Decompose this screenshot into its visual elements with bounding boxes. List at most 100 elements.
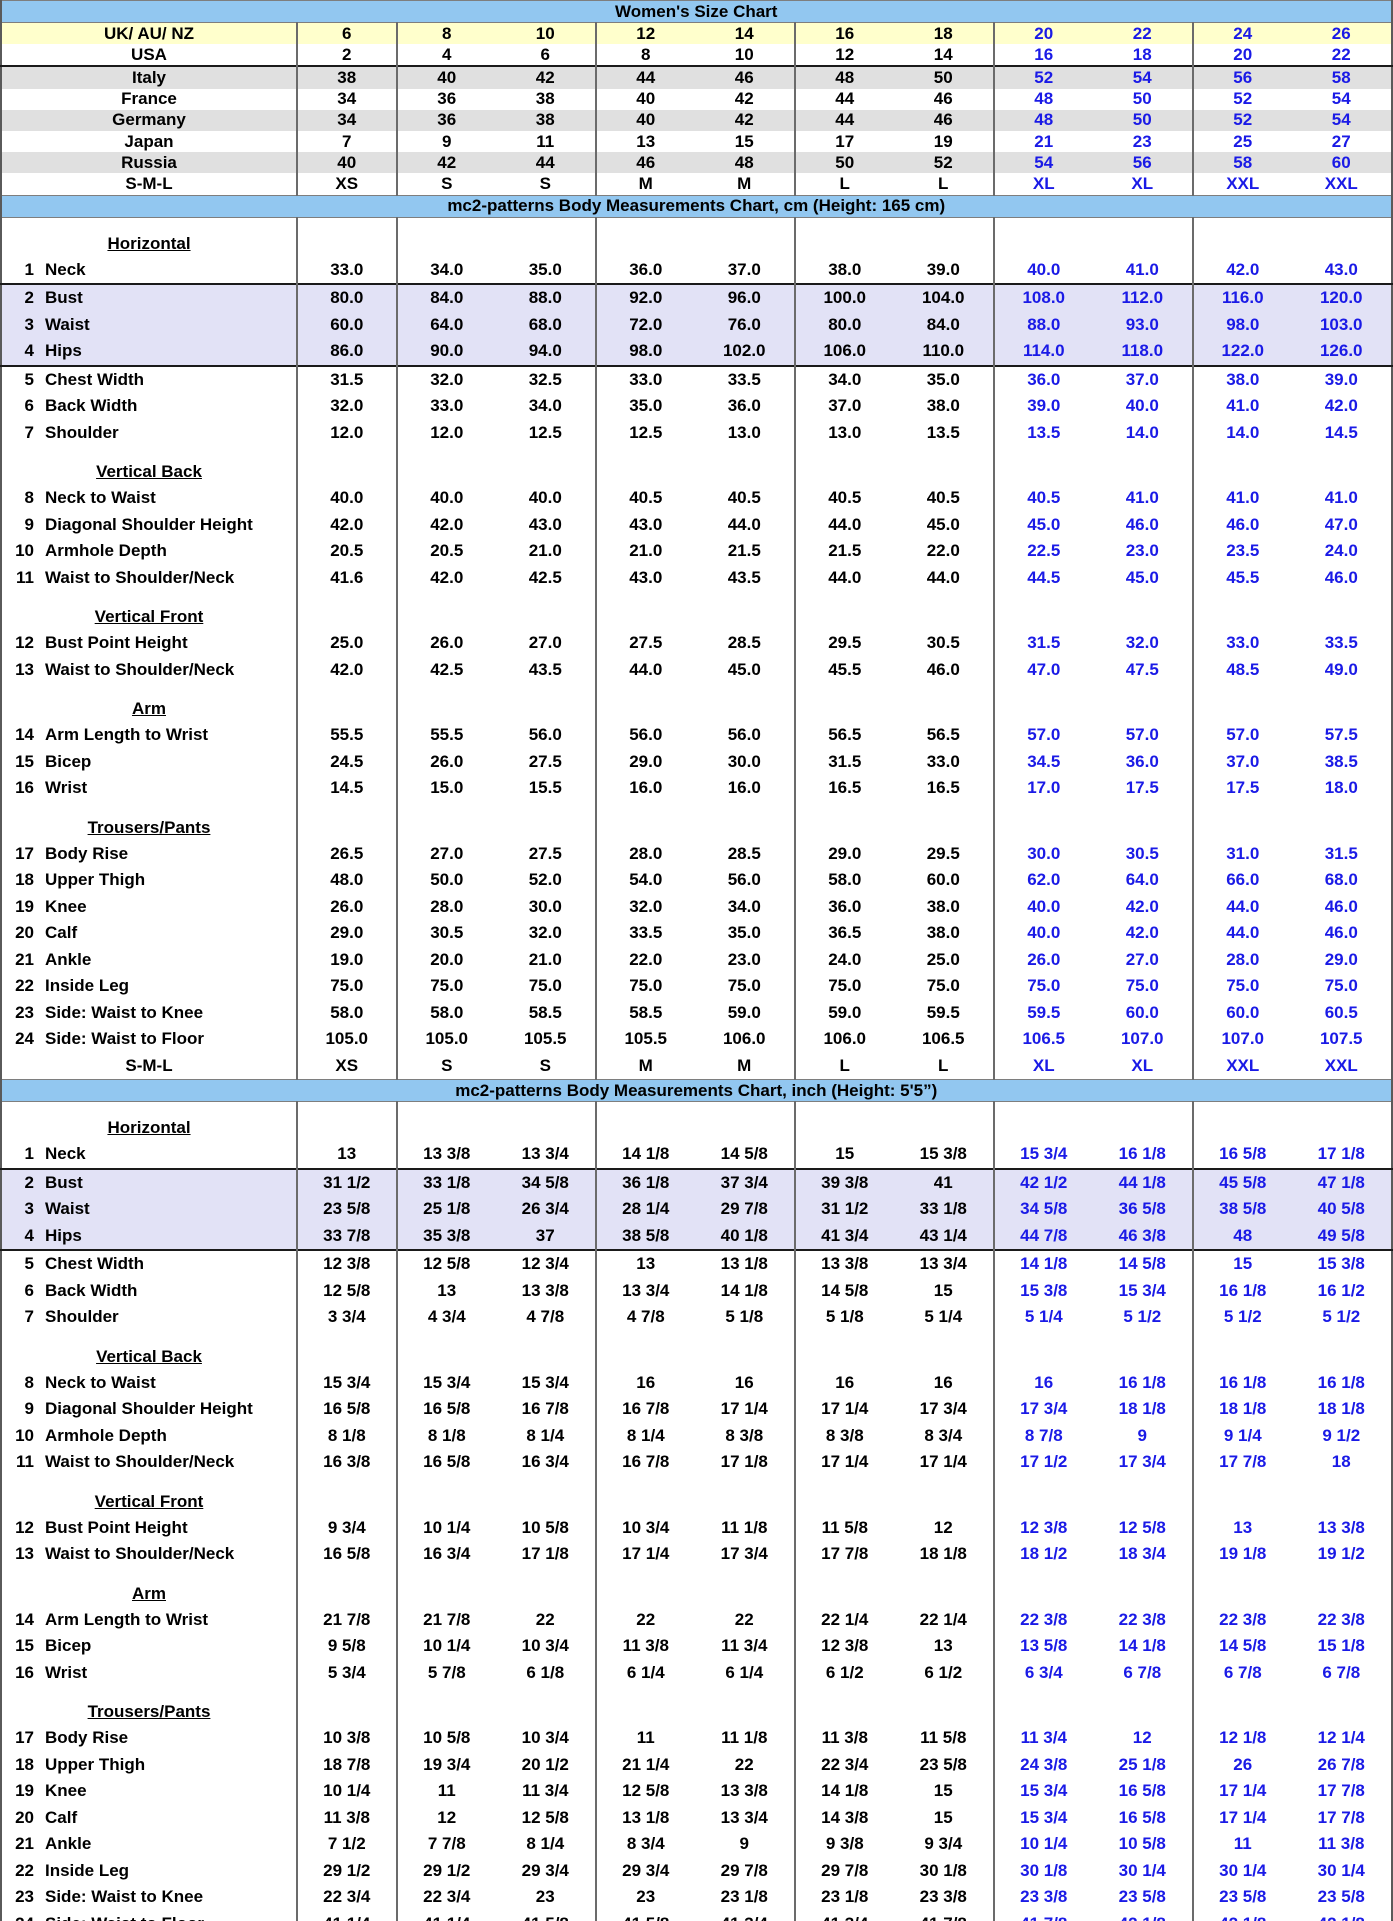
cell: 6 1/4 (594, 1659, 695, 1686)
cell: 42.0 (395, 511, 496, 538)
cell: 16 5/8 (395, 1449, 496, 1476)
row-label-text: Body Rise (45, 1728, 129, 1748)
table-row: 7 Shoulder 12.0 12.0 12.5 12.5 13.0 13.0 13.5 13.… (1, 419, 1392, 446)
cell: 19 1/2 (1317, 1544, 1365, 1564)
cell (395, 591, 496, 630)
cell: 38.0 (1191, 364, 1292, 393)
row-label-text: Side: Waist to Floor (45, 1029, 204, 1049)
cell: 2 (296, 44, 397, 67)
cell: L (938, 173, 949, 193)
cell: 17 3/4 (919, 1399, 967, 1419)
cell: 32.0 (395, 364, 496, 393)
cell: 15 3/4 (1118, 1280, 1166, 1300)
cell: 4 (395, 44, 496, 67)
cell: XL (992, 1052, 1093, 1080)
table-row: 2 Bust 80.0 84.0 88.0 92.0 96.0 100.0 104.0 108.0… (1, 283, 1392, 312)
cell: 44 1/8 (1093, 1167, 1193, 1196)
cell: 13.5 (926, 422, 960, 442)
cell (793, 1567, 894, 1607)
cell: 84.0 (894, 311, 994, 338)
cell: XL (992, 173, 1093, 195)
cell: 44.5 (992, 564, 1093, 591)
cell: 24.0 (793, 946, 894, 973)
table-row: 18 Upper Thigh 48.0 50.0 52.0 54.0 56.0 58.0 60.… (1, 867, 1392, 894)
group-header-text: Vertical Front (94, 1491, 204, 1511)
cell: 10 3/4 (521, 1728, 569, 1748)
cell: 46.0 (1324, 896, 1358, 916)
cell: 49 5/8 (1292, 1222, 1392, 1250)
cell: 19 3/4 (395, 1751, 496, 1778)
cell (695, 1476, 795, 1515)
cell: 16 3/4 (521, 1452, 569, 1472)
cell: 17 1/4 (793, 1449, 894, 1476)
table-row: 7 Shoulder 3 3/4 4 3/4 4 7/8 4 7/8 5 1/8 5 1/8 5… (1, 1304, 1392, 1331)
row-label-text: Knee (45, 1781, 87, 1801)
cell: 18 1/2 (992, 1541, 1093, 1568)
cell: 40.5 (926, 488, 960, 508)
cell: 39.0 (926, 259, 960, 279)
cell (992, 801, 1093, 841)
cell: 34 (296, 109, 397, 131)
cell: 16 (793, 22, 894, 45)
cell: 22 3/4 (296, 1884, 397, 1911)
cell: 14.5 (1324, 422, 1358, 442)
table-row: Japan 7 9 11 13 15 17 19 21 23 25 27 (1, 130, 1392, 153)
cell: 40.5 (992, 485, 1093, 512)
cell: 36.0 (1125, 751, 1159, 771)
cell: 15 (1191, 1249, 1292, 1278)
table-row: 10 Armhole Depth 8 1/8 8 1/8 8 1/4 8 1/4 8 3/8… (1, 1422, 1392, 1449)
table-row: 4 Hips 33 7/8 35 3/8 37 38 5/8 40 1/8 41 3/4 43 … (1, 1222, 1392, 1250)
row-number: 11 (16, 1452, 34, 1472)
cell: 52 (992, 65, 1093, 89)
cell: 16 1/8 (1317, 1372, 1365, 1392)
cell: 37.0 (1093, 364, 1193, 393)
cell: 22 (594, 1606, 695, 1633)
table-row: 6 Back Width 12 5/8 13 13 3/8 13 3/4 14 1/8 14 … (1, 1277, 1392, 1304)
cell (1191, 591, 1292, 630)
cell: 105.0 (296, 1026, 397, 1053)
table-row: S-M-L XS S S M M L L XL XL XXL XXL (1, 173, 1392, 195)
cell: 41 3/4 (793, 1910, 894, 1921)
row-number: 16 (15, 1662, 34, 1682)
row-label-text: Back Width (45, 1280, 138, 1300)
row-number: 13 (15, 659, 34, 679)
cell: 12 (594, 22, 695, 45)
cell (496, 1331, 596, 1370)
cell: 23.5 (1191, 538, 1292, 565)
cell: 24 (1191, 22, 1292, 45)
table-row: USA 2 4 6 8 10 12 14 16 18 20 22 (1, 44, 1392, 67)
cell: 33.0 (296, 256, 397, 284)
cell: 8 1/4 (594, 1422, 695, 1449)
cell: 114.0 (992, 338, 1093, 366)
row-label: 19 Knee (1, 894, 297, 921)
cell: 28 1/4 (594, 1196, 695, 1223)
cell: 29.0 (594, 748, 695, 775)
cell (1093, 683, 1193, 722)
row-label-text: Calf (45, 923, 78, 943)
cell: 21 7/8 (395, 1606, 496, 1633)
cell: 10 1/4 (395, 1633, 496, 1660)
cell: 44.0 (926, 567, 960, 587)
cell (1093, 591, 1193, 630)
cell: 25 (1191, 130, 1292, 153)
cell: 14.0 (1125, 422, 1159, 442)
cell: 42.0 (395, 564, 496, 591)
cell: 16 (933, 1372, 953, 1392)
cell: 23.0 (1125, 541, 1159, 561)
cell: 44.0 (793, 564, 894, 591)
cell (1292, 1568, 1392, 1607)
cell: 44.0 (1191, 893, 1292, 920)
cell: 9 (395, 130, 496, 153)
cell: 33.0 (594, 364, 695, 393)
row-label-text: Ankle (45, 949, 92, 969)
cell: 50 (894, 65, 994, 89)
cell: 8 3/4 (594, 1831, 695, 1858)
cell: 46.0 (926, 659, 960, 679)
cell (594, 1101, 695, 1141)
cell: 13 (395, 1277, 496, 1304)
cell: 46 (695, 65, 795, 89)
cell (296, 217, 397, 257)
cell (296, 1330, 397, 1370)
row-label-text: Arm Length to Wrist (45, 725, 209, 745)
